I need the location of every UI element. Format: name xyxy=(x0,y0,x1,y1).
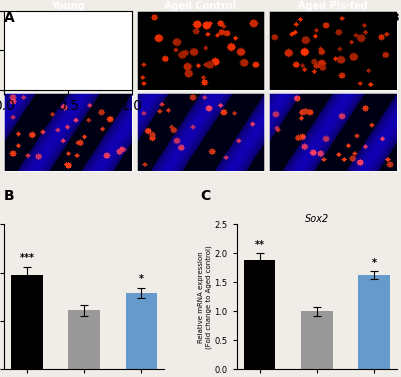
Title: Aged Pls-fed: Aged Pls-fed xyxy=(298,0,368,11)
Text: 568: 568 xyxy=(379,13,399,23)
Bar xyxy=(244,260,275,369)
Text: ***: *** xyxy=(20,253,34,263)
Bar xyxy=(69,310,100,369)
Bar xyxy=(301,311,332,369)
Title: Aged Control: Aged Control xyxy=(164,0,237,11)
Bar xyxy=(358,275,390,369)
Text: *: * xyxy=(139,274,144,284)
Text: B: B xyxy=(4,188,14,202)
Title: Young: Young xyxy=(51,0,85,11)
Text: **: ** xyxy=(255,240,265,250)
Text: C: C xyxy=(200,188,211,202)
Text: A: A xyxy=(4,11,15,25)
Text: *: * xyxy=(371,258,377,268)
Y-axis label: Relative mRNA expression
(Fold change to Aged control): Relative mRNA expression (Fold change to… xyxy=(198,245,212,349)
Bar xyxy=(11,274,43,369)
Bar xyxy=(126,293,157,369)
Title: Sox2: Sox2 xyxy=(305,213,329,224)
Y-axis label: Sox2/DAPI: Sox2/DAPI xyxy=(0,112,1,152)
Y-axis label: Sox2: Sox2 xyxy=(0,40,1,61)
